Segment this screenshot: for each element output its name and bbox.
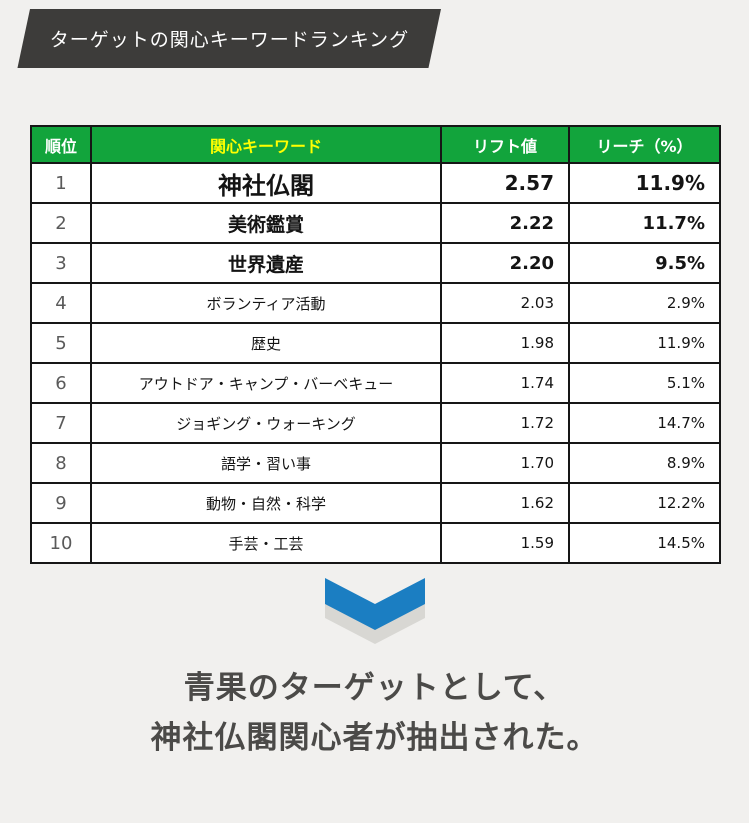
conclusion-line-2: 神社仏閣関心者が抽出された。 bbox=[150, 719, 599, 756]
column-header-reach: リーチ（%） bbox=[568, 125, 721, 164]
rank-cell: 7 bbox=[30, 402, 92, 444]
table-header: 順位 関心キーワード リフト値 リーチ（%） bbox=[30, 125, 721, 164]
reach-cell: 2.9% bbox=[568, 282, 721, 324]
lift-cell: 1.70 bbox=[440, 442, 570, 484]
table-row: 5 歴史 1.98 11.9% bbox=[30, 322, 721, 364]
rank-cell: 1 bbox=[30, 162, 92, 204]
table-row: 8 語学・習い事 1.70 8.9% bbox=[30, 442, 721, 484]
lift-cell: 1.74 bbox=[440, 362, 570, 404]
column-header-rank: 順位 bbox=[30, 125, 92, 164]
lift-cell: 1.62 bbox=[440, 482, 570, 524]
reach-cell: 11.7% bbox=[568, 202, 721, 244]
keyword-cell: 神社仏閣 bbox=[90, 162, 442, 204]
keyword-cell: 世界遺産 bbox=[90, 242, 442, 284]
lift-cell: 1.98 bbox=[440, 322, 570, 364]
table-row: 9 動物・自然・科学 1.62 12.2% bbox=[30, 482, 721, 524]
reach-cell: 5.1% bbox=[568, 362, 721, 404]
lift-cell: 1.59 bbox=[440, 522, 570, 564]
table-row: 3 世界遺産 2.20 9.5% bbox=[30, 242, 721, 284]
keyword-cell: ボランティア活動 bbox=[90, 282, 442, 324]
rank-cell: 10 bbox=[30, 522, 92, 564]
lift-cell: 2.20 bbox=[440, 242, 570, 284]
rank-cell: 8 bbox=[30, 442, 92, 484]
reach-cell: 11.9% bbox=[568, 162, 721, 204]
keyword-cell: 語学・習い事 bbox=[90, 442, 442, 484]
reach-cell: 14.5% bbox=[568, 522, 721, 564]
rank-cell: 4 bbox=[30, 282, 92, 324]
keyword-cell: 美術鑑賞 bbox=[90, 202, 442, 244]
conclusion-line-1: 青果のターゲットとして、 bbox=[183, 670, 566, 706]
table-header-row: 順位 関心キーワード リフト値 リーチ（%） bbox=[30, 125, 721, 164]
table-row: 1 神社仏閣 2.57 11.9% bbox=[30, 162, 721, 204]
lift-cell: 2.57 bbox=[440, 162, 570, 204]
table-body: 1 神社仏閣 2.57 11.9% 2 美術鑑賞 2.22 11.7% 3 世界… bbox=[30, 162, 721, 564]
reach-cell: 14.7% bbox=[568, 402, 721, 444]
lift-cell: 2.22 bbox=[440, 202, 570, 244]
rank-cell: 5 bbox=[30, 322, 92, 364]
keyword-ranking-table: 順位 関心キーワード リフト値 リーチ（%） 1 神社仏閣 2.57 11.9%… bbox=[30, 125, 721, 564]
table-row: 6 アウトドア・キャンプ・バーベキュー 1.74 5.1% bbox=[30, 362, 721, 404]
keyword-cell: アウトドア・キャンプ・バーベキュー bbox=[90, 362, 442, 404]
lift-cell: 2.03 bbox=[440, 282, 570, 324]
rank-cell: 6 bbox=[30, 362, 92, 404]
column-header-lift: リフト値 bbox=[440, 125, 570, 164]
table-row: 10 手芸・工芸 1.59 14.5% bbox=[30, 522, 721, 564]
title-banner: ターゲットの関心キーワードランキング bbox=[17, 9, 442, 68]
column-header-keyword: 関心キーワード bbox=[90, 125, 442, 164]
conclusion-text: 青果のターゲットとして、 神社仏閣関心者が抽出された。 bbox=[0, 664, 749, 763]
keyword-cell: 手芸・工芸 bbox=[90, 522, 442, 564]
rank-cell: 3 bbox=[30, 242, 92, 284]
page-title: ターゲットの関心キーワードランキング bbox=[49, 29, 410, 51]
keyword-cell: 歴史 bbox=[90, 322, 442, 364]
reach-cell: 9.5% bbox=[568, 242, 721, 284]
reach-cell: 11.9% bbox=[568, 322, 721, 364]
down-chevron-icon bbox=[324, 576, 426, 646]
rank-cell: 9 bbox=[30, 482, 92, 524]
table-row: 7 ジョギング・ウォーキング 1.72 14.7% bbox=[30, 402, 721, 444]
keyword-cell: 動物・自然・科学 bbox=[90, 482, 442, 524]
table-row: 2 美術鑑賞 2.22 11.7% bbox=[30, 202, 721, 244]
keyword-cell: ジョギング・ウォーキング bbox=[90, 402, 442, 444]
rank-cell: 2 bbox=[30, 202, 92, 244]
reach-cell: 12.2% bbox=[568, 482, 721, 524]
table-row: 4 ボランティア活動 2.03 2.9% bbox=[30, 282, 721, 324]
reach-cell: 8.9% bbox=[568, 442, 721, 484]
lift-cell: 1.72 bbox=[440, 402, 570, 444]
